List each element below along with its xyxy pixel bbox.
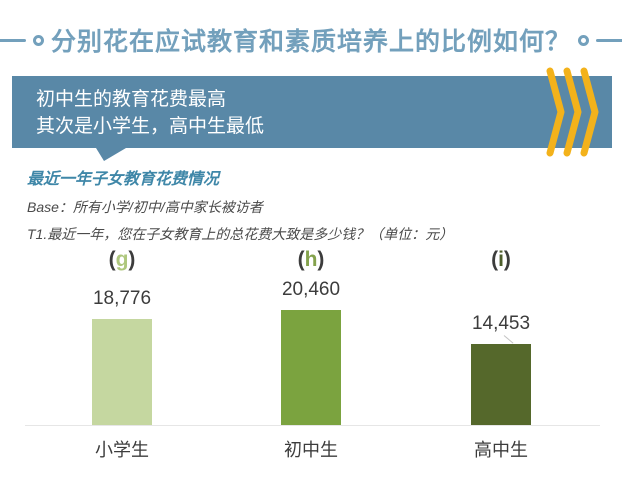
bar <box>92 319 152 425</box>
bar-value-label: 14,453 <box>471 313 531 334</box>
bar <box>471 344 531 425</box>
banner-tail <box>96 148 126 161</box>
bar <box>281 310 341 425</box>
bar-group-letter: (h) <box>297 248 325 271</box>
banner-line2: 其次是小学生，高中生最低 <box>36 116 265 137</box>
category-label: 小学生 <box>95 440 149 460</box>
banner-line1: 初中生的教育花费最高 <box>36 89 227 110</box>
highlight-banner: 初中生的教育花费最高 其次是小学生，高中生最低 <box>12 67 612 157</box>
title-right-circle-icon <box>578 34 590 46</box>
bar-value-label: 18,776 <box>92 288 152 309</box>
category-label: 高中生 <box>474 440 528 460</box>
title-left-line <box>0 38 26 42</box>
category-label: 初中生 <box>284 440 338 460</box>
page-title-row: 分别花在应试教育和素质培养上的比例如何？ <box>0 22 622 58</box>
chart-subtitle: 最近一年子女教育花费情况 <box>27 171 220 188</box>
title-right-line <box>596 38 622 42</box>
bar-group-letter-char: h <box>304 248 318 271</box>
page-title: 分别花在应试教育和素质培养上的比例如何？ <box>51 28 572 56</box>
base-note: Base：所有小学/初中/高中家长被访者 <box>27 199 263 215</box>
bar-group-letter-char: i <box>498 248 504 271</box>
bar-group-letter: (i) <box>491 248 511 271</box>
title-left-circle-icon <box>33 34 44 46</box>
bar-value-label: 20,460 <box>281 279 341 300</box>
value-leader-line <box>503 335 514 344</box>
question-note: T1.最近一年，您在子女教育上的总花费大致是多少钱？（单位：元） <box>27 226 454 242</box>
bar-chart: (g) 18,776 小学生 (h) 20,460 初中生 (i) 14,453 高中生 <box>0 248 622 480</box>
x-axis-line <box>25 425 600 426</box>
bar-group-letter: (g) <box>108 248 136 271</box>
triple-chevron-icon <box>546 67 599 157</box>
bar-group-letter-char: g <box>115 248 129 271</box>
